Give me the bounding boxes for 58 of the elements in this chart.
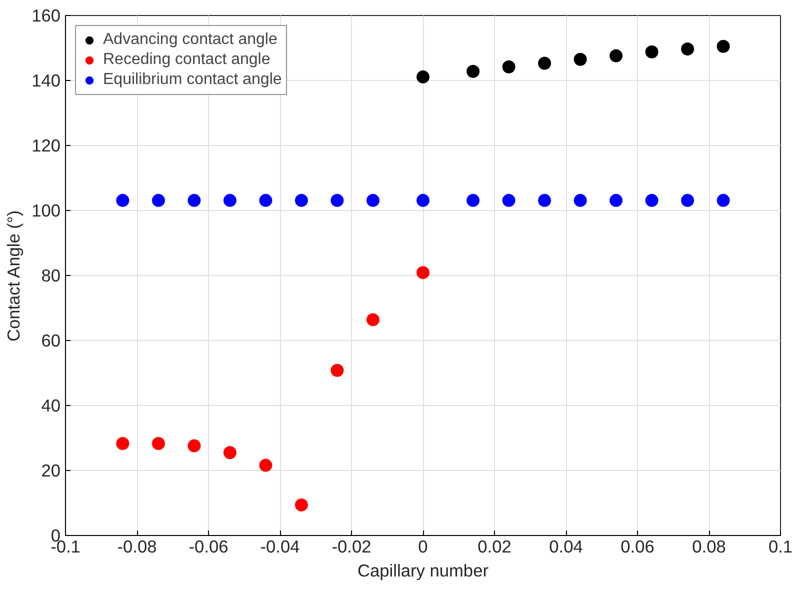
x-tick-label: 0.08 [692,536,726,556]
x-tick-label: 0 [418,536,428,556]
x-tick-label: -0.06 [188,536,228,556]
point [645,194,658,207]
point [502,60,516,74]
point [610,49,623,62]
point [152,194,165,207]
y-tick-label: 40 [41,396,61,416]
point [259,194,272,207]
legend-label: Equilibrium contact angle [103,71,282,89]
x-tick-label: 0.06 [620,536,654,556]
point [538,56,552,70]
point [330,364,344,377]
x-tick-label: 0.02 [478,536,512,556]
y-tick-label: 100 [32,200,61,220]
point [466,194,480,207]
y-tick-label: 60 [41,330,61,350]
point [645,45,658,58]
point [610,194,623,207]
point [223,446,236,460]
point [466,64,480,78]
point [116,437,130,450]
point [716,194,730,207]
point [152,437,165,450]
y-tick-label: 140 [32,70,61,90]
point [366,313,380,326]
x-tick-label: 0.1 [768,536,793,556]
point [116,194,130,207]
y-axis-title: Contact Angle (°) [4,210,24,342]
point [188,439,201,452]
point [223,194,236,207]
point [716,40,730,53]
y-tick-label: 160 [32,6,61,26]
legend-label: Receding contact angle [103,51,270,69]
point [366,194,380,207]
x-axis-title: Capillary number [358,560,489,580]
point [294,498,308,512]
point [681,194,694,207]
point [538,194,552,207]
point [259,458,272,472]
point [416,266,430,280]
x-tick-label: -0.08 [117,536,157,556]
point [416,70,430,84]
x-tick-label: -0.02 [332,536,372,556]
y-tick-label: 80 [41,266,61,286]
point [330,194,344,207]
point [574,52,587,66]
point [681,42,694,56]
y-tick-label: 20 [41,460,61,480]
legend-label: Advancing contact angle [103,31,278,49]
point [188,194,201,207]
x-tick-label: 0.04 [549,536,584,556]
x-tick-label: -0.04 [260,536,300,556]
point [294,194,308,207]
point [502,194,516,207]
point [416,194,430,207]
point [574,194,587,207]
y-tick-label: 120 [32,136,61,156]
